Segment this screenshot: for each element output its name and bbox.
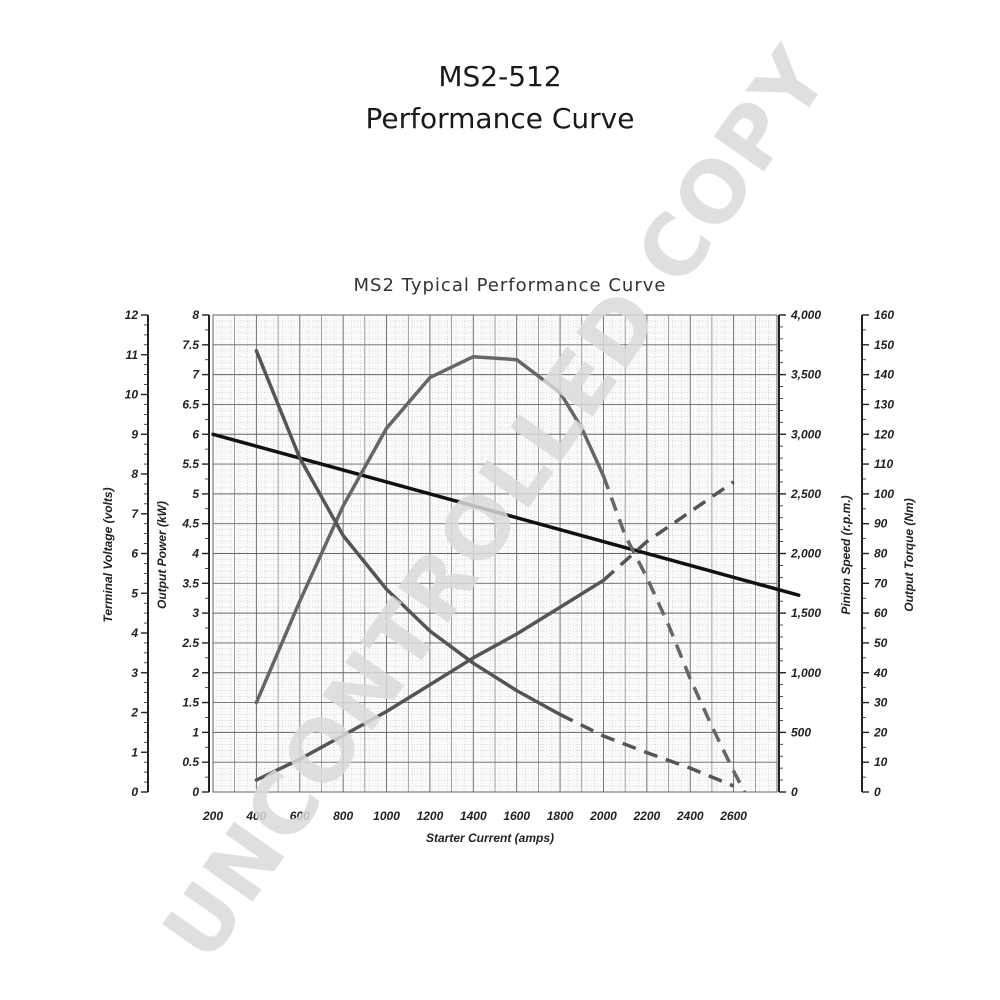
y-tick-label-torque: 10 (874, 755, 888, 769)
y-tick-label-torque: 160 (874, 308, 894, 322)
series-line-dashed-torque (602, 480, 735, 582)
x-tick-label: 1200 (417, 809, 444, 823)
y-tick-label-voltage: 7 (131, 507, 139, 521)
series-line-power (254, 354, 606, 705)
y-tick-label-speed: 3,000 (791, 427, 821, 441)
y-tick-label-power: 6 (192, 427, 199, 441)
y-tick-label-voltage: 11 (126, 348, 139, 362)
x-axis-label: Starter Current (amps) (426, 831, 554, 845)
y-tick-label-power: 0.5 (182, 755, 199, 769)
y-tick-label-power: 5 (192, 487, 199, 501)
y-tick-label-speed: 2,000 (790, 547, 821, 561)
x-tick-label: 2400 (676, 809, 704, 823)
series-line-speed (254, 349, 562, 717)
y-tick-label-power: 2.5 (181, 636, 199, 650)
y-tick-label-speed: 2,500 (790, 487, 821, 501)
y-tick-label-power: 2 (191, 666, 199, 680)
y-tick-label-power: 4.5 (181, 517, 199, 531)
series-line-dashed-power (601, 475, 747, 793)
y-tick-label-voltage: 1 (131, 745, 138, 759)
y-tick-label-power: 5.5 (182, 457, 199, 471)
page-title: MS2-512 (438, 60, 562, 93)
chart-grid (212, 314, 778, 793)
y-tick-label-torque: 70 (874, 576, 888, 590)
y-tick-label-voltage: 5 (131, 586, 138, 600)
y-tick-label-torque: 90 (874, 517, 888, 531)
y-tick-label-voltage: 10 (125, 388, 139, 402)
y-tick-label-speed: 1,000 (791, 666, 821, 680)
x-tick-label: 400 (245, 809, 266, 823)
y-tick-label-voltage: 6 (131, 547, 138, 561)
y-tick-label-speed: 1,500 (791, 606, 821, 620)
y-tick-label-voltage: 12 (125, 308, 139, 322)
y-tick-label-torque: 0 (874, 785, 881, 799)
x-tick-label: 800 (333, 809, 353, 823)
y-tick-label-power: 7.5 (182, 338, 199, 352)
y-axis-label-voltage: Terminal Voltage (volts) (101, 487, 115, 622)
x-tick-label: 2600 (719, 809, 747, 823)
y-tick-label-voltage: 4 (130, 626, 138, 640)
series-line-torque (254, 578, 606, 782)
x-tick-label: 1400 (460, 809, 487, 823)
x-tick-label: 2200 (632, 809, 660, 823)
y-tick-label-torque: 120 (874, 427, 894, 441)
y-tick-label-torque: 30 (874, 696, 888, 710)
y-tick-label-power: 8 (192, 308, 199, 322)
series-line-voltage (211, 432, 801, 597)
y-tick-label-speed: 3,500 (791, 368, 821, 382)
x-tick-label: 1600 (503, 809, 530, 823)
y-tick-label-voltage: 2 (130, 706, 138, 720)
y-tick-label-power: 7 (192, 368, 200, 382)
x-tick-label: 1800 (547, 809, 574, 823)
y-tick-label-power: 4 (191, 547, 199, 561)
series-line-dashed-speed (559, 712, 735, 788)
y-tick-label-torque: 110 (874, 457, 893, 471)
chart-title: MS2 Typical Performance Curve (354, 275, 667, 296)
y-tick-label-torque: 50 (874, 636, 888, 650)
y-tick-label-torque: 40 (873, 666, 888, 680)
y-tick-label-power: 6.5 (182, 397, 199, 411)
y-tick-label-torque: 150 (874, 338, 894, 352)
y-tick-label-power: 3.5 (182, 576, 199, 590)
x-tick-label: 2000 (589, 809, 617, 823)
y-tick-label-torque: 100 (874, 487, 894, 501)
x-tick-label: 200 (202, 809, 223, 823)
y-axis-label-power: Output Power (kW) (155, 501, 169, 609)
y-axis-label-torque: Output Torque (Nm) (902, 498, 916, 612)
y-tick-label-voltage: 0 (131, 785, 138, 799)
y-tick-label-power: 3 (192, 606, 199, 620)
y-tick-label-voltage: 8 (131, 467, 138, 481)
chart-series (211, 349, 801, 793)
y-tick-label-power: 0 (192, 785, 199, 799)
y-tick-label-torque: 140 (874, 368, 894, 382)
y-tick-label-speed: 4,000 (790, 308, 821, 322)
page-subtitle: Performance Curve (365, 102, 635, 135)
y-tick-label-voltage: 9 (131, 427, 138, 441)
y-tick-label-torque: 20 (873, 725, 888, 739)
y-tick-label-torque: 80 (874, 547, 888, 561)
x-tick-label: 1000 (373, 809, 400, 823)
y-tick-label-speed: 500 (791, 725, 811, 739)
y-tick-label-voltage: 3 (131, 666, 138, 680)
y-tick-label-power: 1.5 (182, 696, 199, 710)
y-tick-label-torque: 130 (874, 397, 894, 411)
y-tick-label-speed: 0 (791, 785, 798, 799)
chart-axes: 200 400 600 800 1000 1200 1400 1600 1800 2000 2200… (125, 308, 895, 823)
x-tick-label: 600 (290, 809, 310, 823)
y-tick-label-power: 1 (192, 725, 199, 739)
y-tick-label-torque: 60 (874, 606, 888, 620)
y-axis-label-speed: Pinion Speed (r.p.m.) (839, 495, 853, 614)
